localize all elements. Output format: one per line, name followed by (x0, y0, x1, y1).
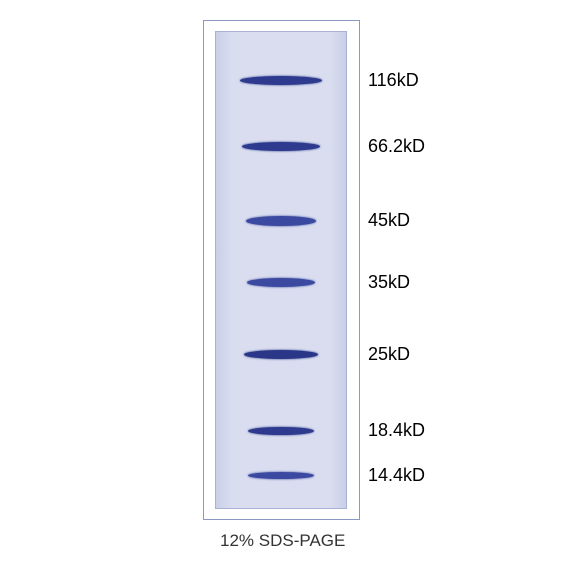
band-label: 18.4kD (368, 420, 425, 441)
protein-band (248, 472, 314, 479)
band-label: 66.2kD (368, 136, 425, 157)
band-label: 35kD (368, 272, 410, 293)
protein-band (246, 216, 316, 226)
band-label: 116kD (368, 70, 419, 91)
protein-band (244, 350, 318, 359)
band-label: 25kD (368, 344, 410, 365)
protein-band (247, 278, 315, 287)
band-label: 45kD (368, 210, 410, 231)
band-label: 14.4kD (368, 465, 425, 486)
gel-caption: 12% SDS-PAGE (220, 531, 345, 551)
gel-lane (215, 31, 347, 509)
protein-band (248, 427, 314, 435)
protein-band (242, 142, 320, 151)
protein-band (240, 76, 322, 85)
